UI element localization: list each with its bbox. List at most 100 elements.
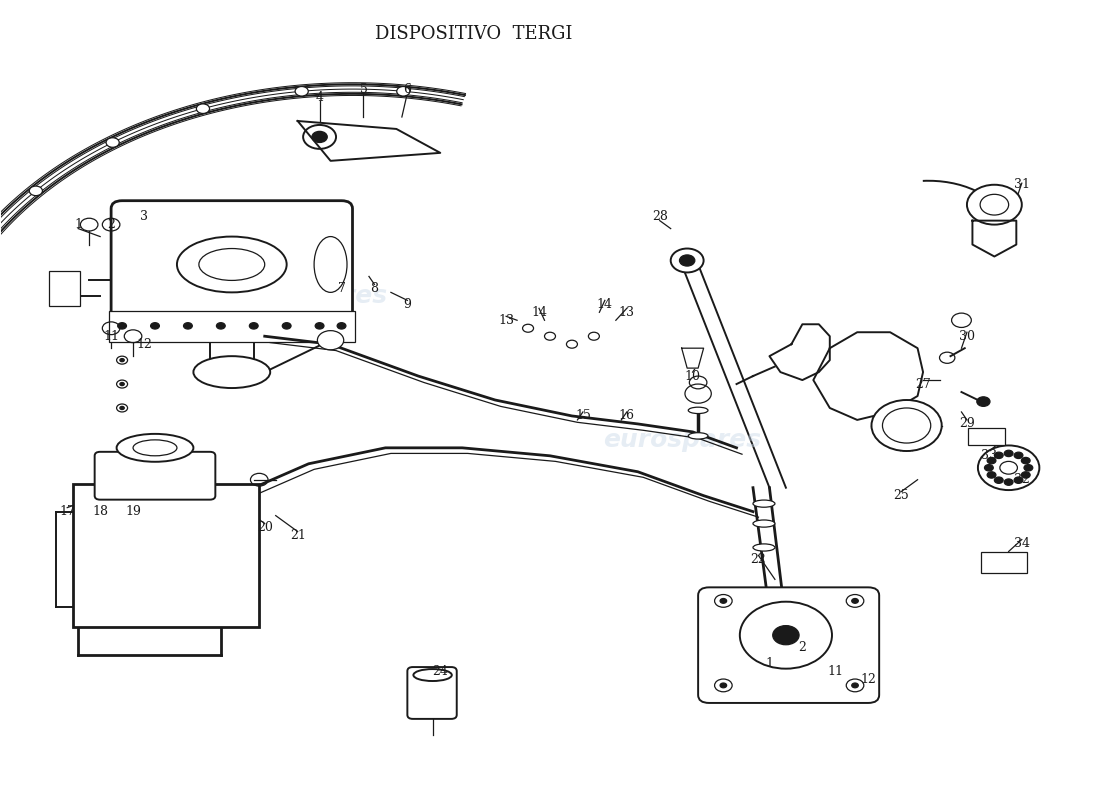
Text: 32: 32	[1014, 474, 1030, 486]
FancyBboxPatch shape	[109, 310, 354, 342]
Circle shape	[720, 683, 727, 688]
Text: 19: 19	[125, 505, 141, 518]
Circle shape	[312, 131, 328, 142]
FancyBboxPatch shape	[407, 667, 456, 719]
Circle shape	[118, 322, 127, 329]
FancyBboxPatch shape	[981, 552, 1027, 573]
Text: 16: 16	[619, 410, 635, 422]
Circle shape	[851, 683, 858, 688]
Circle shape	[977, 397, 990, 406]
Ellipse shape	[414, 669, 452, 681]
Circle shape	[680, 255, 695, 266]
Ellipse shape	[754, 520, 774, 527]
Circle shape	[685, 384, 712, 403]
Text: 5: 5	[360, 82, 367, 95]
Circle shape	[994, 452, 1003, 458]
Circle shape	[120, 406, 124, 410]
Ellipse shape	[689, 407, 708, 414]
Circle shape	[151, 322, 160, 329]
Circle shape	[671, 249, 704, 273]
Polygon shape	[769, 324, 829, 380]
Ellipse shape	[117, 434, 194, 462]
Polygon shape	[813, 332, 923, 420]
Circle shape	[1024, 465, 1033, 471]
Text: 10: 10	[684, 370, 701, 382]
Circle shape	[987, 458, 996, 464]
Circle shape	[30, 186, 43, 196]
Circle shape	[720, 598, 727, 603]
Circle shape	[772, 626, 799, 645]
Text: eurospares: eurospares	[603, 428, 761, 452]
Text: 31: 31	[1014, 178, 1030, 191]
Text: 27: 27	[915, 378, 931, 390]
Circle shape	[1014, 477, 1023, 483]
Circle shape	[1004, 450, 1013, 457]
Text: 24: 24	[432, 665, 448, 678]
Circle shape	[316, 322, 324, 329]
Polygon shape	[298, 121, 440, 161]
Text: 9: 9	[404, 298, 411, 311]
Circle shape	[1004, 479, 1013, 486]
Text: 13: 13	[619, 306, 635, 319]
FancyBboxPatch shape	[95, 452, 216, 500]
Circle shape	[740, 602, 832, 669]
Text: 20: 20	[256, 521, 273, 534]
Circle shape	[337, 322, 345, 329]
FancyBboxPatch shape	[111, 201, 352, 328]
Circle shape	[184, 322, 192, 329]
Polygon shape	[972, 221, 1016, 257]
Text: 34: 34	[1014, 537, 1030, 550]
Circle shape	[1022, 458, 1030, 464]
Text: 2: 2	[107, 218, 116, 231]
Circle shape	[978, 446, 1040, 490]
Circle shape	[295, 86, 308, 96]
Circle shape	[318, 330, 343, 350]
FancyBboxPatch shape	[48, 271, 80, 306]
Circle shape	[994, 477, 1003, 483]
Circle shape	[250, 322, 258, 329]
Circle shape	[1022, 472, 1030, 478]
Polygon shape	[682, 348, 704, 368]
Text: 1: 1	[74, 218, 82, 231]
Text: 30: 30	[959, 330, 975, 342]
Text: eurospares: eurospares	[230, 284, 387, 308]
Ellipse shape	[754, 544, 774, 551]
Circle shape	[197, 104, 209, 114]
Text: 6: 6	[404, 82, 411, 95]
Text: 14: 14	[597, 298, 613, 311]
Ellipse shape	[194, 356, 271, 388]
Circle shape	[851, 598, 858, 603]
Text: 13: 13	[498, 314, 514, 326]
Text: 15: 15	[575, 410, 591, 422]
Ellipse shape	[689, 433, 708, 439]
Text: 22: 22	[750, 553, 767, 566]
Text: DISPOSITIVO  TERGI: DISPOSITIVO TERGI	[374, 26, 572, 43]
Circle shape	[283, 322, 292, 329]
Text: 3: 3	[140, 210, 148, 223]
Text: 12: 12	[860, 673, 876, 686]
FancyBboxPatch shape	[698, 587, 879, 703]
Circle shape	[871, 400, 942, 451]
Text: 12: 12	[136, 338, 152, 350]
Text: 28: 28	[652, 210, 668, 223]
Text: 1: 1	[766, 657, 773, 670]
Circle shape	[967, 185, 1022, 225]
Text: 2: 2	[799, 641, 806, 654]
Circle shape	[1014, 452, 1023, 458]
Text: 17: 17	[59, 505, 75, 518]
Text: 8: 8	[371, 282, 378, 295]
Text: 25: 25	[893, 489, 909, 502]
Text: 4: 4	[316, 90, 323, 103]
Text: 18: 18	[92, 505, 108, 518]
FancyBboxPatch shape	[968, 428, 1005, 446]
Text: 7: 7	[338, 282, 345, 295]
Circle shape	[397, 86, 410, 96]
Circle shape	[120, 382, 124, 386]
Text: 33: 33	[981, 450, 997, 462]
Text: 14: 14	[531, 306, 547, 319]
Circle shape	[987, 472, 996, 478]
Text: 11: 11	[827, 665, 844, 678]
Text: 21: 21	[289, 529, 306, 542]
Circle shape	[984, 465, 993, 471]
Circle shape	[106, 138, 119, 147]
